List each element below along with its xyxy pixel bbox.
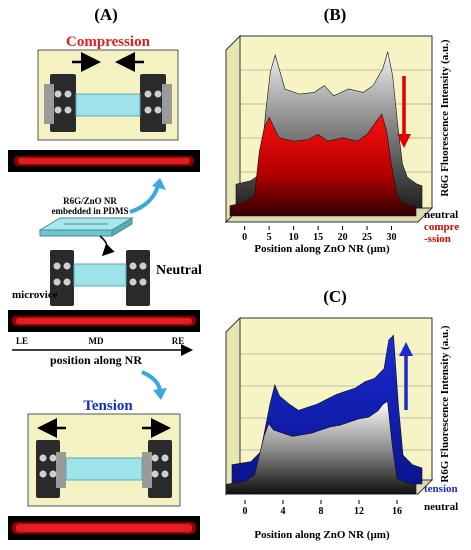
compression-fluorescence-image bbox=[8, 150, 200, 172]
neutral-microvice-diagram bbox=[50, 250, 150, 306]
panel-b-legend-compression-1: compre bbox=[424, 221, 459, 233]
panel-c-xlabel: Position along ZnO NR (µm) bbox=[254, 529, 390, 541]
xtick-label-8: 8 bbox=[319, 506, 324, 517]
sample-slab-diagram: R6G/ZnO NR embedded in PDMS bbox=[38, 196, 134, 257]
panel-b-label: (B) bbox=[324, 5, 347, 24]
panel-c-label: (C) bbox=[323, 287, 347, 306]
panel-b: (B) R6G Fluorescence Intensity (a.u.) ne… bbox=[224, 5, 459, 255]
tension-fluorescence-image bbox=[8, 516, 200, 540]
panel-c-plot bbox=[225, 334, 423, 495]
microvice-label: microvice bbox=[12, 289, 58, 301]
xtick-label-12: 12 bbox=[354, 506, 364, 517]
series-compression-area bbox=[229, 113, 417, 217]
panel-b-legend-compression-2: -ssion bbox=[424, 233, 451, 245]
panel-b-xlabel: Position along ZnO NR (µm) bbox=[254, 243, 390, 255]
xtick-label-5: 5 bbox=[267, 232, 272, 243]
panel-b-legend-neutral: neutral bbox=[424, 209, 458, 221]
axis-label-re: RE bbox=[172, 336, 185, 346]
panel-c-legend-tension: tension bbox=[424, 483, 458, 495]
panel-b-xticks: 0 5 10 15 20 25 30 bbox=[242, 226, 397, 243]
tension-microvice-diagram bbox=[27, 413, 181, 507]
panel-a-label: (A) bbox=[94, 5, 118, 24]
axis-label-md: MD bbox=[89, 336, 104, 346]
cyan-arrow-up bbox=[129, 185, 160, 214]
panel-a: (A) Compression R6G/ZnO NR bbox=[8, 5, 202, 540]
panel-c-legend-neutral: neutral bbox=[424, 501, 458, 513]
panel-b-plot bbox=[229, 51, 423, 217]
compression-microvice-diagram bbox=[37, 49, 179, 141]
xtick-label-4: 4 bbox=[281, 506, 286, 517]
xtick-label-20: 20 bbox=[338, 232, 348, 243]
sample-label-line2: embedded in PDMS bbox=[51, 206, 128, 216]
neutral-fluorescence-image bbox=[8, 310, 200, 332]
position-caption: position along NR bbox=[50, 353, 142, 367]
xtick-label-25: 25 bbox=[362, 232, 372, 243]
sample-label-line1: R6G/ZnO NR bbox=[63, 196, 117, 206]
panel-b-zlabel: R6G Fluorescence Intensity (a.u.) bbox=[439, 39, 451, 196]
axis-label-le: LE bbox=[16, 336, 28, 346]
xtick-label-0: 0 bbox=[242, 232, 247, 243]
xtick-label-30: 30 bbox=[387, 232, 397, 243]
series-neutral-area bbox=[225, 400, 417, 495]
compression-title: Compression bbox=[66, 34, 151, 50]
xtick-label-16: 16 bbox=[392, 506, 402, 517]
panel-c-xticks: 0 4 8 12 16 bbox=[243, 500, 402, 517]
tension-title: Tension bbox=[83, 398, 133, 414]
xtick-label-0: 0 bbox=[243, 506, 248, 517]
neutral-label: Neutral bbox=[156, 263, 202, 278]
panel-c: (C) R6G Fluorescence Intensity (a.u.) te… bbox=[224, 287, 458, 541]
xtick-label-15: 15 bbox=[313, 232, 323, 243]
cyan-arrow-down bbox=[141, 370, 162, 393]
xtick-label-10: 10 bbox=[289, 232, 299, 243]
panel-c-zlabel: R6G Fluorescence Intensity (a.u.) bbox=[439, 325, 451, 482]
